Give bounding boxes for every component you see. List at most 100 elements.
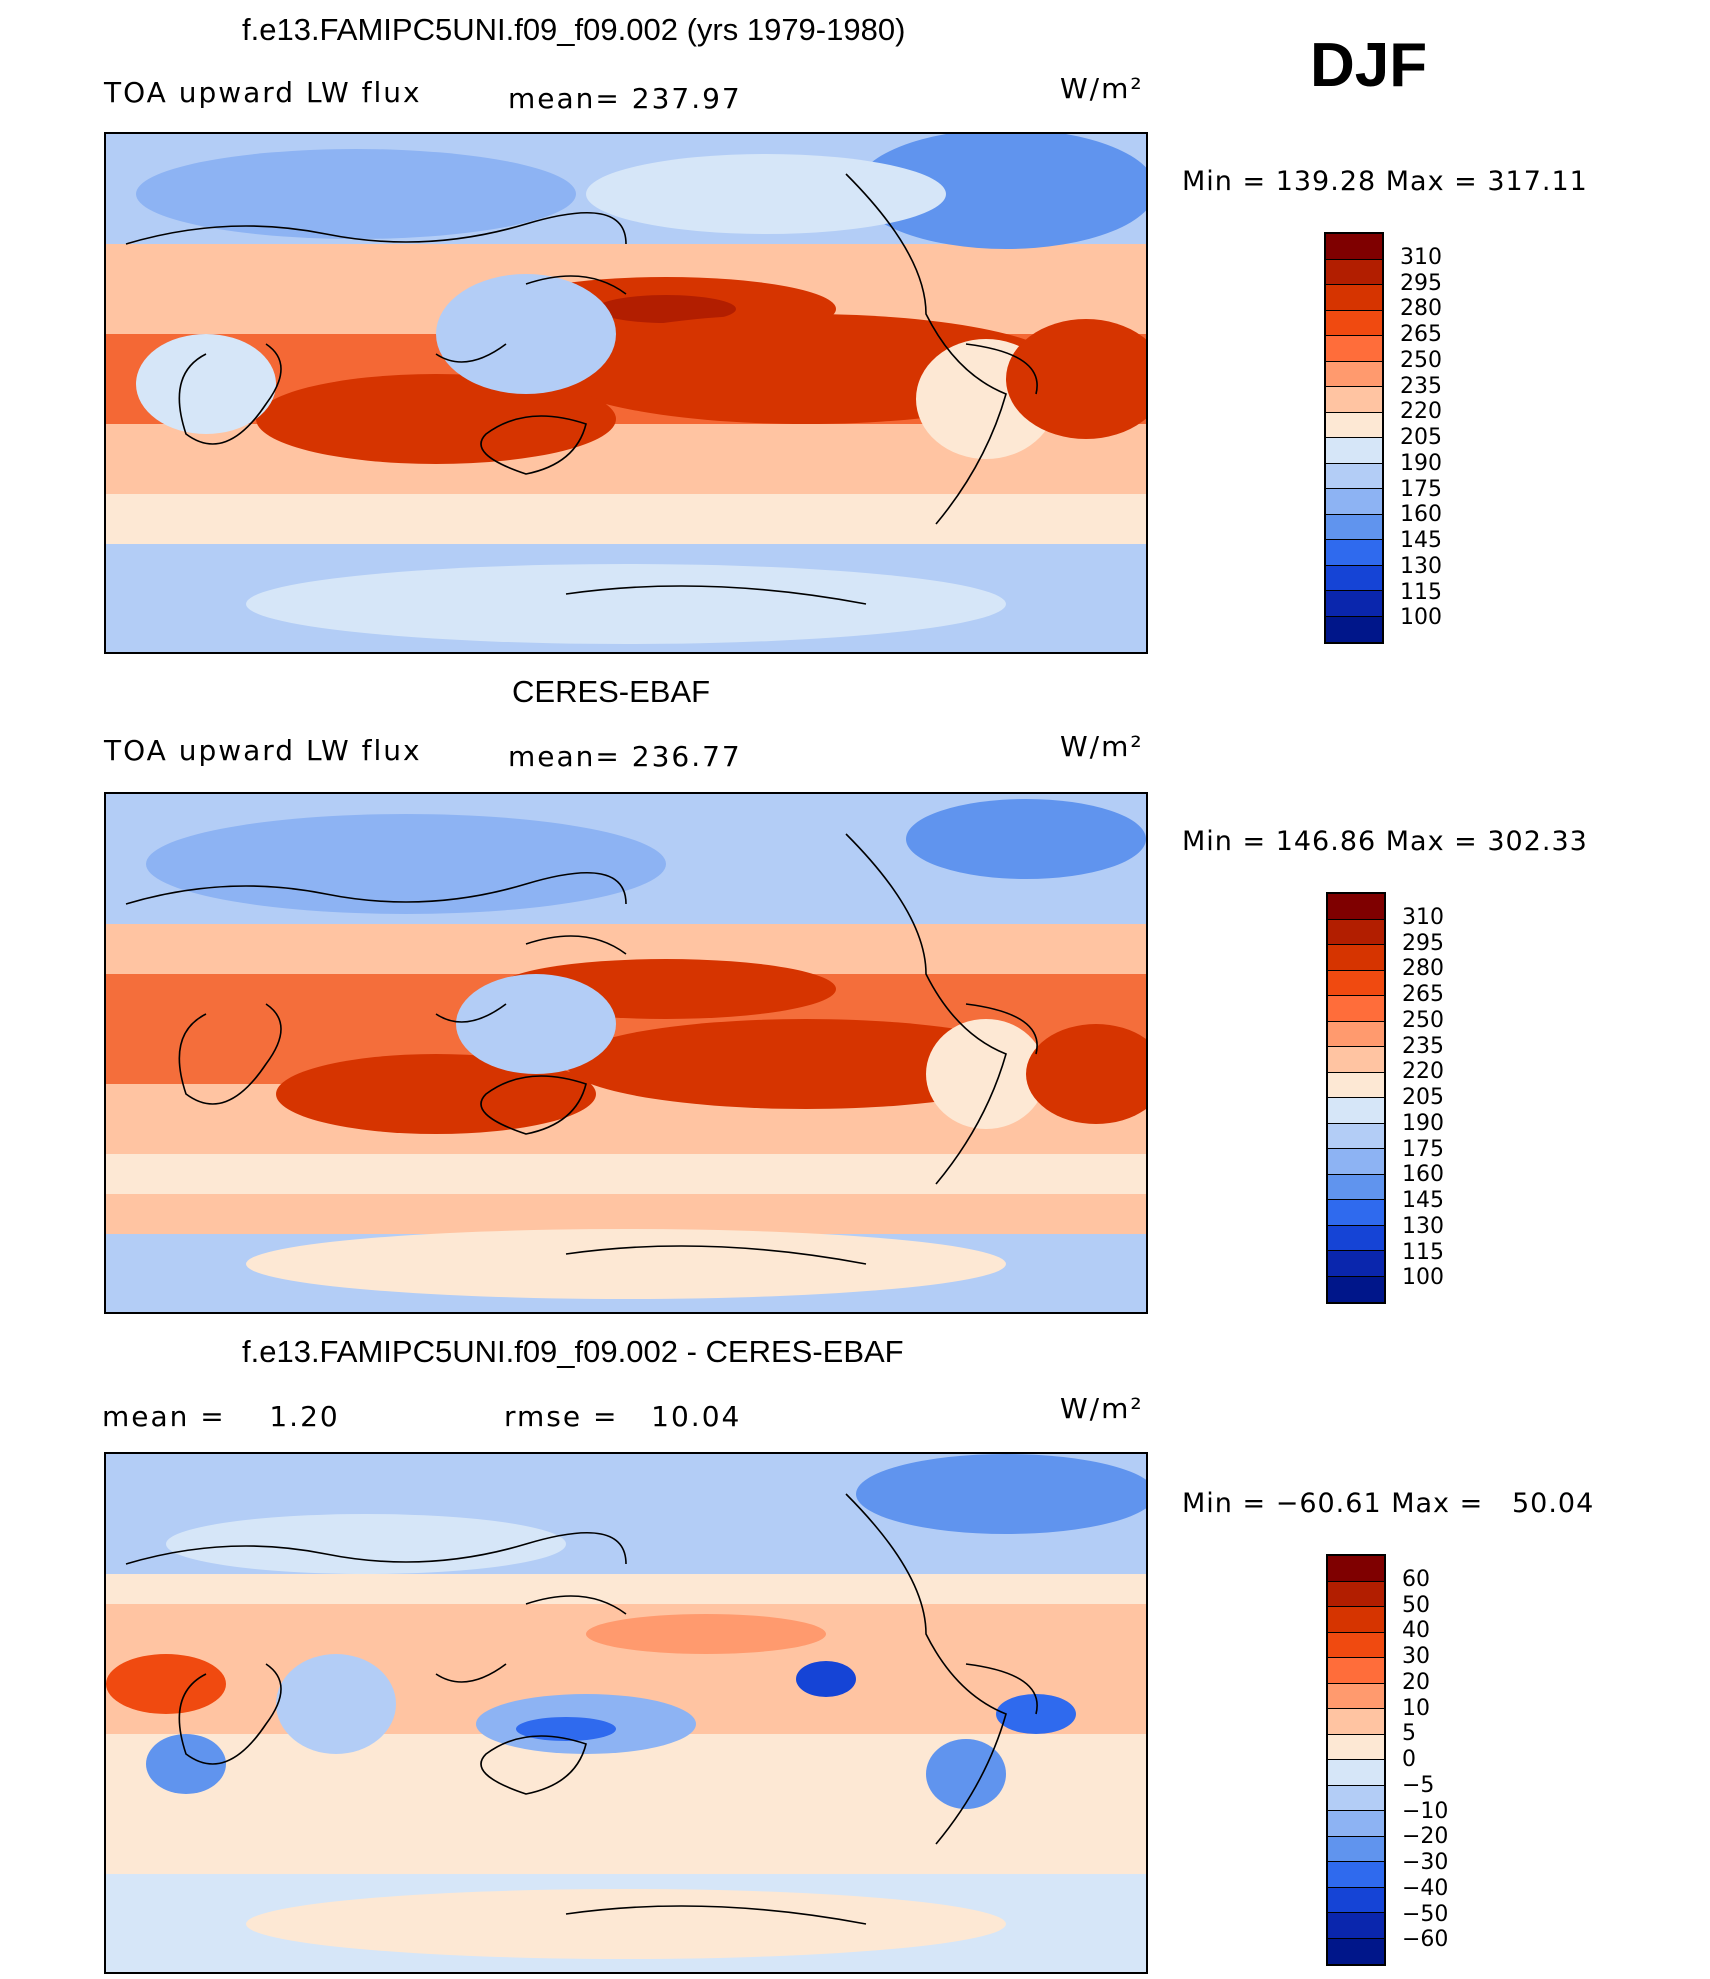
colorbar-tick-label: −60 bbox=[1402, 1927, 1449, 1953]
colorbar-tick-label: −20 bbox=[1402, 1824, 1449, 1850]
panel3-title: f.e13.FAMIPC5UNI.f09_f09.002 - CERES-EBA… bbox=[242, 1334, 904, 1369]
colorbar-cell bbox=[1326, 438, 1382, 464]
panel2-mean-label: mean= 236.77 bbox=[508, 740, 742, 773]
colorbar-cell bbox=[1328, 1938, 1384, 1964]
colorbar-cell bbox=[1328, 1632, 1384, 1658]
colorbar-tick-label: 265 bbox=[1400, 322, 1442, 347]
colorbar-cell bbox=[1326, 591, 1382, 617]
colorbar-cell bbox=[1328, 1072, 1384, 1098]
colorbar-cell bbox=[1328, 1862, 1384, 1888]
colorbar-tick-label: 310 bbox=[1400, 244, 1442, 270]
panel2-title: CERES-EBAF bbox=[512, 674, 711, 709]
colorbar-cell bbox=[1328, 1174, 1384, 1200]
panel1-mean-label: mean= 237.97 bbox=[508, 82, 742, 115]
colorbar-tick-label: 220 bbox=[1402, 1059, 1444, 1085]
colorbar-tick-label: 250 bbox=[1400, 347, 1442, 373]
colorbar-cell bbox=[1328, 970, 1384, 996]
panel2-map-field bbox=[106, 794, 1146, 1312]
colorbar-tick-label: 175 bbox=[1400, 476, 1442, 502]
colorbar-tick-label: 100 bbox=[1402, 1265, 1444, 1291]
colorbar-cell bbox=[1328, 1734, 1384, 1760]
panel1-colorbar-cells bbox=[1326, 234, 1382, 642]
colorbar-cell bbox=[1326, 259, 1382, 285]
colorbar-tick-label: −10 bbox=[1402, 1798, 1449, 1824]
colorbar-cell bbox=[1328, 1683, 1384, 1709]
panel1-colorbar bbox=[1324, 232, 1384, 644]
panel3-mean-label: mean = 1.20 bbox=[102, 1400, 340, 1433]
panel2-colorbar-cells bbox=[1328, 894, 1384, 1302]
colorbar-cell bbox=[1328, 1607, 1384, 1633]
colorbar-cell bbox=[1328, 1709, 1384, 1735]
colorbar-cell bbox=[1326, 336, 1382, 362]
colorbar-tick-label: 5 bbox=[1402, 1721, 1416, 1747]
colorbar-tick-label: 145 bbox=[1400, 528, 1442, 553]
colorbar-tick-label: −5 bbox=[1402, 1772, 1435, 1798]
panel3-minmax: Min = −60.61 Max = 50.04 bbox=[1182, 1488, 1595, 1519]
colorbar-tick-label: 235 bbox=[1400, 373, 1442, 399]
colorbar-tick-label: 295 bbox=[1402, 930, 1444, 956]
colorbar-cell bbox=[1326, 514, 1382, 540]
colorbar-cell bbox=[1326, 565, 1382, 591]
colorbar-cell bbox=[1326, 540, 1382, 566]
panel1-minmax: Min = 139.28 Max = 317.11 bbox=[1182, 166, 1588, 197]
colorbar-cell bbox=[1328, 1276, 1384, 1302]
season-label: DJF bbox=[1310, 31, 1428, 100]
colorbar-cell bbox=[1328, 1098, 1384, 1124]
panel3-colorbar-cells bbox=[1328, 1556, 1384, 1964]
colorbar-tick-label: 310 bbox=[1402, 904, 1444, 930]
panel2-colorbar bbox=[1326, 892, 1386, 1304]
colorbar-tick-label: 40 bbox=[1402, 1618, 1430, 1644]
colorbar-cell bbox=[1326, 310, 1382, 336]
colorbar-cell bbox=[1326, 234, 1382, 260]
colorbar-tick-label: 250 bbox=[1402, 1007, 1444, 1033]
colorbar-cell bbox=[1328, 1251, 1384, 1277]
colorbar-cell bbox=[1328, 1581, 1384, 1607]
panel1-title: f.e13.FAMIPC5UNI.f09_f09.002 (yrs 1979-1… bbox=[242, 12, 906, 47]
colorbar-tick-label: 115 bbox=[1402, 1239, 1444, 1265]
colorbar-tick-label: 190 bbox=[1400, 450, 1442, 476]
colorbar-cell bbox=[1328, 1225, 1384, 1251]
panel3-map-field bbox=[106, 1454, 1146, 1972]
colorbar-cell bbox=[1328, 1658, 1384, 1684]
colorbar-cell bbox=[1328, 996, 1384, 1022]
colorbar-cell bbox=[1326, 616, 1382, 642]
colorbar-cell bbox=[1328, 894, 1384, 920]
colorbar-tick-label: 100 bbox=[1400, 605, 1442, 631]
colorbar-tick-label: −40 bbox=[1402, 1875, 1449, 1901]
colorbar-tick-label: 220 bbox=[1400, 399, 1442, 425]
colorbar-tick-label: 280 bbox=[1402, 956, 1444, 982]
colorbar-tick-label: 160 bbox=[1402, 1162, 1444, 1188]
panel1-units-label: W/m² bbox=[1060, 72, 1144, 105]
panel2-minmax: Min = 146.86 Max = 302.33 bbox=[1182, 826, 1588, 857]
panel2-map bbox=[104, 792, 1148, 1314]
colorbar-cell bbox=[1328, 1556, 1384, 1582]
colorbar-cell bbox=[1328, 1047, 1384, 1073]
colorbar-cell bbox=[1326, 463, 1382, 489]
colorbar-cell bbox=[1328, 1785, 1384, 1811]
panel1-map bbox=[104, 132, 1148, 654]
colorbar-tick-label: 280 bbox=[1400, 296, 1442, 322]
panel3-units-label: W/m² bbox=[1060, 1392, 1144, 1425]
colorbar-tick-label: 265 bbox=[1402, 982, 1444, 1007]
colorbar-tick-label: 160 bbox=[1400, 502, 1442, 528]
panel3-map bbox=[104, 1452, 1148, 1974]
colorbar-cell bbox=[1328, 1149, 1384, 1175]
colorbar-tick-label: 10 bbox=[1402, 1695, 1430, 1721]
colorbar-tick-label: −30 bbox=[1402, 1850, 1449, 1875]
colorbar-tick-label: 20 bbox=[1402, 1669, 1430, 1695]
colorbar-tick-label: 115 bbox=[1400, 579, 1442, 605]
colorbar-cell bbox=[1328, 1887, 1384, 1913]
colorbar-tick-label: 0 bbox=[1402, 1747, 1416, 1772]
colorbar-cell bbox=[1326, 412, 1382, 438]
colorbar-tick-label: 235 bbox=[1402, 1033, 1444, 1059]
colorbar-tick-label: −50 bbox=[1402, 1901, 1449, 1927]
colorbar-tick-label: 295 bbox=[1400, 270, 1442, 296]
colorbar-cell bbox=[1328, 1123, 1384, 1149]
colorbar-tick-label: 60 bbox=[1402, 1566, 1430, 1592]
colorbar-tick-label: 50 bbox=[1402, 1592, 1430, 1618]
colorbar-cell bbox=[1326, 285, 1382, 311]
colorbar-tick-label: 130 bbox=[1400, 553, 1442, 579]
colorbar-cell bbox=[1328, 1760, 1384, 1786]
panel1-variable-label: TOA upward LW flux bbox=[104, 76, 422, 109]
colorbar-tick-label: 145 bbox=[1402, 1188, 1444, 1213]
